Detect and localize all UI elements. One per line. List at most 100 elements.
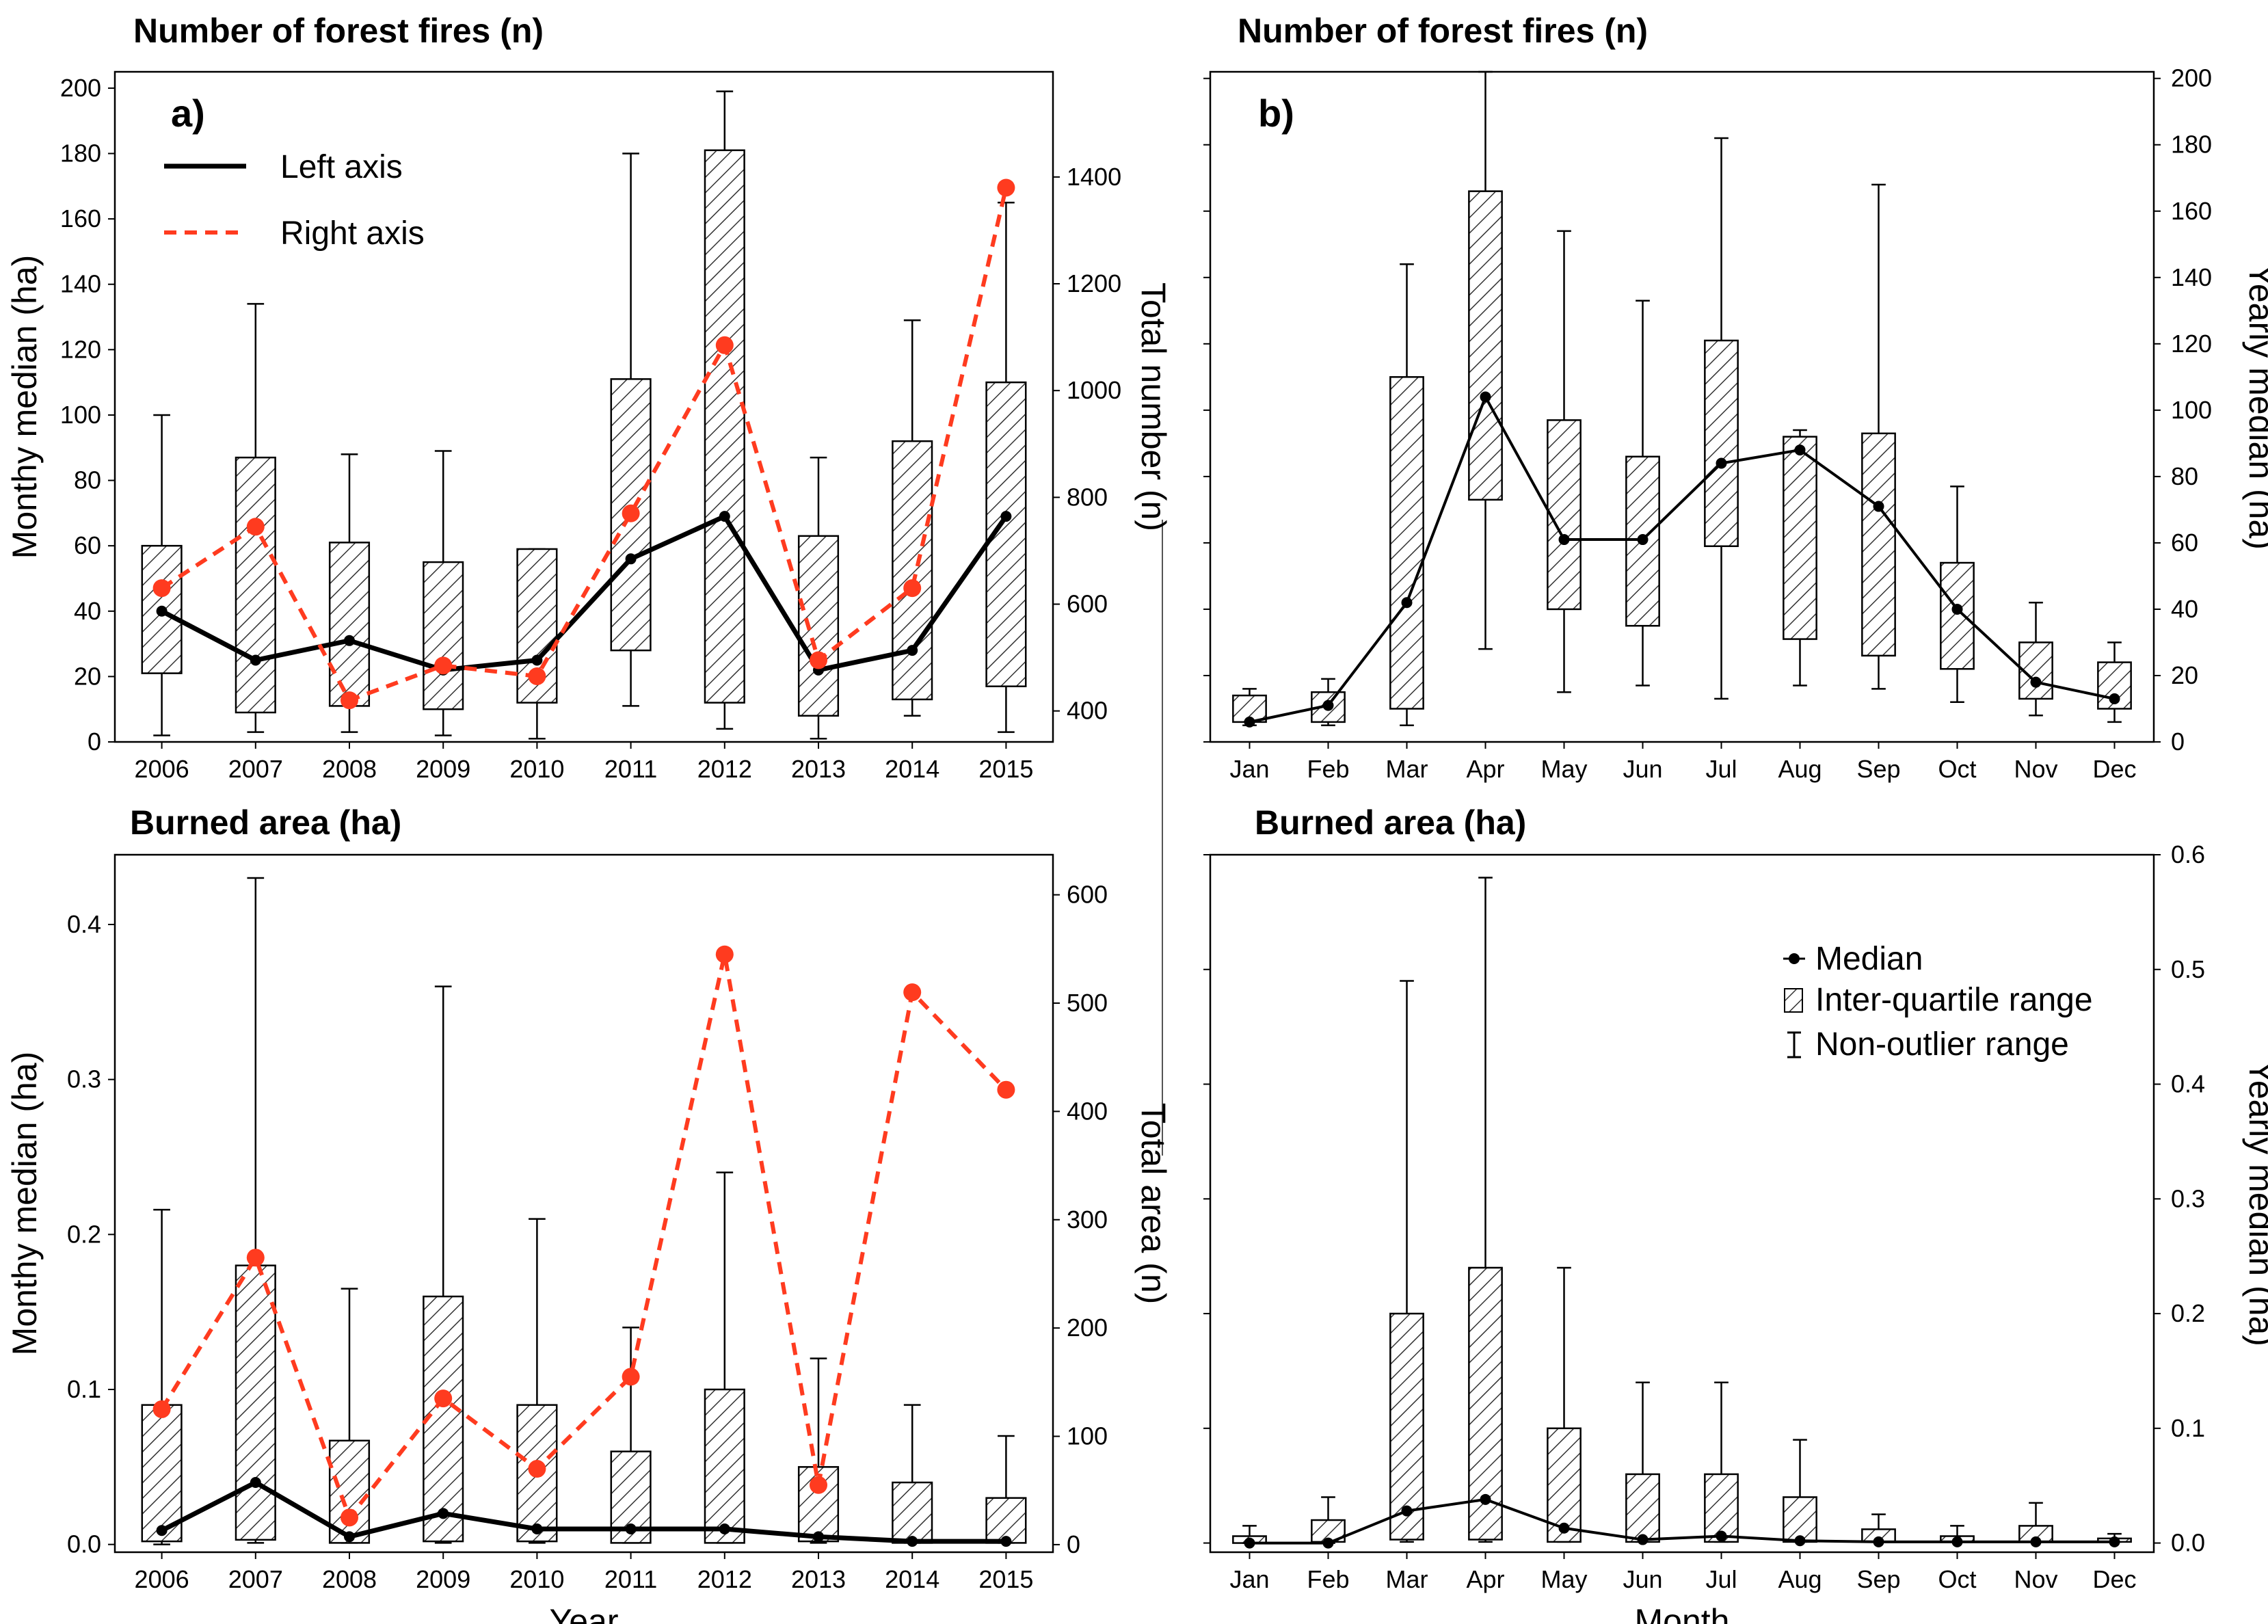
- chart-b_top: Jan Feb Mar Apr May Jun Jul Aug Sep Oct Nov Dec 0 20 4…: [1203, 64, 2268, 783]
- y-axis-label: Monthy median (ha): [5, 1052, 44, 1356]
- box-Apr: [1468, 877, 1503, 1543]
- x-tick-label: Oct: [1938, 1565, 1976, 1593]
- x-tick-label: Jun: [1623, 1565, 1662, 1593]
- x-tick-label: May: [1540, 1565, 1587, 1593]
- box-May: [1547, 1266, 1582, 1543]
- x-tick-label: 2015: [978, 1565, 1033, 1593]
- box-Jun: [1625, 1381, 1660, 1543]
- x-tick-label: 2006: [135, 1565, 189, 1593]
- x-tick-label: 2007: [228, 1565, 283, 1593]
- iqr-box: [892, 1481, 933, 1544]
- y2-tick-label: 600: [1067, 590, 1108, 618]
- legend-range-label: Non-outlier range: [1815, 1026, 2069, 1063]
- y2-tick-label: 20: [2171, 661, 2198, 689]
- y2-tick-label: 0.2: [2171, 1299, 2205, 1327]
- series-point-left: [1951, 1536, 1963, 1547]
- iqr-box: [423, 561, 464, 710]
- series-point-left: [1244, 1537, 1255, 1549]
- series-point-left: [531, 654, 543, 666]
- y2-axis-label: Total area (n): [1134, 1103, 1173, 1305]
- x-tick-label: 2013: [791, 1565, 846, 1593]
- series-point-left: [1322, 700, 1334, 711]
- y-tick-label: 120: [60, 335, 101, 363]
- iqr-box: [892, 440, 933, 701]
- x-tick-label: 2014: [885, 1565, 939, 1593]
- x-tick-label: Feb: [1307, 755, 1349, 783]
- x-tick-label: 2013: [791, 755, 846, 783]
- series-point-right: [715, 336, 734, 354]
- box-Dec: [2097, 641, 2132, 723]
- box-Nov: [2018, 601, 2053, 717]
- x-tick-label: Dec: [2092, 1565, 2136, 1593]
- chart-a_top: 2006 2007 2008 2009 2010 2011 2012 2013 2014 2015…: [5, 70, 1173, 783]
- iqr-box: [704, 149, 745, 704]
- series-point-left: [1716, 1530, 1727, 1542]
- panel-label-a: a): [171, 92, 205, 135]
- box-2011: [610, 1327, 652, 1544]
- series-point-left: [1794, 1535, 1806, 1547]
- legend-a: Left axis Right axis: [164, 149, 425, 252]
- series-point-left: [1322, 1537, 1334, 1549]
- series-point-left: [1951, 603, 1963, 615]
- series-line-left: [1249, 1497, 2115, 1545]
- y2-tick-label: 40: [2171, 595, 2198, 623]
- plot-frame: [114, 853, 1054, 1554]
- y2-tick-label: 300: [1067, 1206, 1108, 1234]
- y-tick-label: 0.4: [67, 910, 101, 938]
- iqr-box: [1389, 1312, 1424, 1541]
- series-point-left: [438, 1508, 449, 1519]
- box-Jun: [1625, 299, 1660, 687]
- series-line-left: [160, 514, 1009, 673]
- y2-tick-label: 0.6: [2171, 840, 2205, 868]
- iqr-box: [797, 1466, 840, 1543]
- iqr-box: [1625, 1473, 1660, 1543]
- y-tick-label: 80: [74, 466, 101, 494]
- y2-tick-label: 100: [2171, 396, 2212, 424]
- y2-tick-label: 500: [1067, 989, 1108, 1017]
- x-tick-label: Sep: [1856, 1565, 1900, 1593]
- x-tick-label: Apr: [1466, 755, 1504, 783]
- series-point-right: [622, 1368, 640, 1386]
- x-tick-label: Jan: [1229, 755, 1269, 783]
- panel-label-b: b): [1258, 92, 1294, 135]
- series-point-left: [719, 511, 730, 522]
- series-point-left: [1244, 716, 1255, 728]
- iqr-box: [610, 378, 652, 652]
- y2-tick-label: 0.1: [2171, 1414, 2205, 1442]
- series-point-left: [1401, 597, 1413, 609]
- y2-tick-label: 600: [1067, 881, 1108, 909]
- box-Aug: [1783, 429, 1817, 687]
- y-tick-label: 40: [74, 597, 101, 625]
- x-tick-label: Jul: [1705, 1565, 1737, 1593]
- y-tick-label: 0: [88, 728, 101, 756]
- x-tick-label: Nov: [2014, 1565, 2057, 1593]
- iqr-box: [1783, 1496, 1817, 1543]
- x-tick-label: Mar: [1386, 755, 1428, 783]
- series-point-right: [434, 1389, 453, 1408]
- box-2015: [985, 1435, 1027, 1544]
- x-axis-label: Month: [1635, 1602, 1730, 1624]
- series-point-left: [907, 645, 918, 656]
- box-2013: [797, 1357, 840, 1544]
- series-point-left: [1000, 511, 1012, 522]
- title-a-bottom: Burned area (ha): [130, 803, 401, 842]
- series-point-right: [622, 504, 640, 522]
- iqr-box: [1940, 561, 1975, 670]
- y2-tick-label: 180: [2171, 131, 2212, 159]
- y2-tick-label: 80: [2171, 462, 2198, 490]
- plot-frame: [1209, 853, 2155, 1554]
- legend-b: Median Inter-quartile range Non-outlier …: [1783, 941, 2093, 1063]
- y2-tick-label: 1200: [1067, 269, 1121, 297]
- series-point-left: [719, 1523, 730, 1534]
- series-point-left: [625, 553, 637, 565]
- y-tick-label: 0.3: [67, 1065, 101, 1093]
- box-2010: [516, 1218, 558, 1544]
- y2-tick-label: 200: [1067, 1314, 1108, 1342]
- series-point-right: [903, 983, 922, 1002]
- y-tick-label: 0.1: [67, 1375, 101, 1403]
- series-point-right: [341, 1508, 358, 1527]
- series-point-left: [2109, 693, 2120, 704]
- iqr-box: [235, 1264, 276, 1541]
- y2-axis-label: Yearly median (ha): [2242, 264, 2268, 550]
